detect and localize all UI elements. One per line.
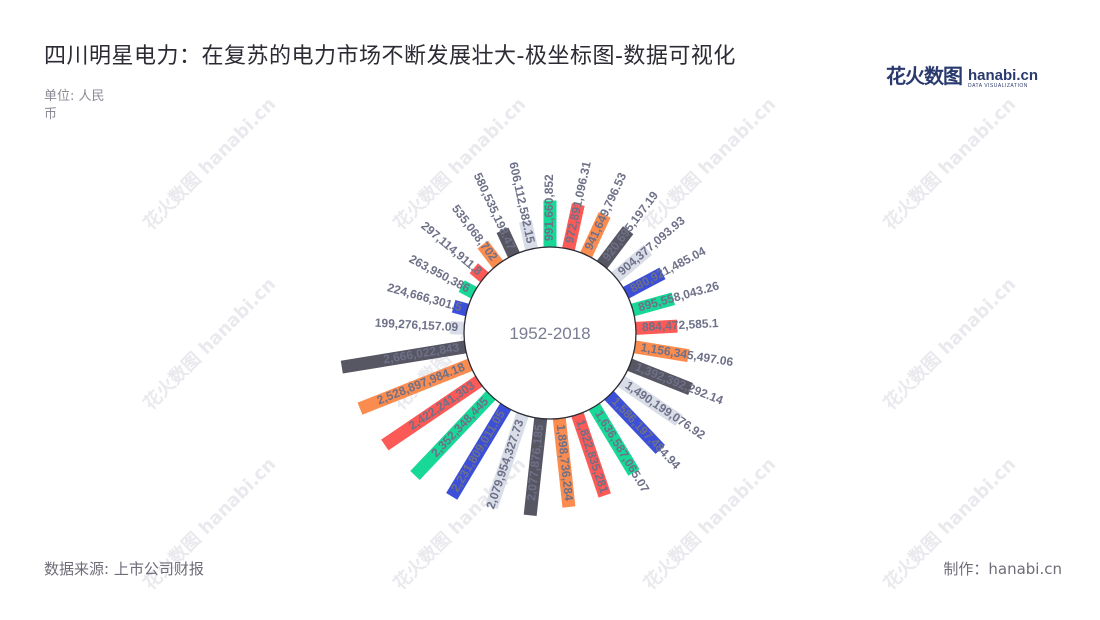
logo-en-block: hanabi.cn DATA VISUALIZATION	[968, 68, 1038, 89]
bar	[496, 227, 520, 258]
bar	[446, 403, 512, 500]
bar	[381, 375, 483, 451]
value-label: 1,898,736,284	[554, 424, 576, 502]
logo-en-text: hanabi.cn	[967, 67, 1038, 84]
bar	[451, 299, 469, 317]
bar	[458, 280, 478, 299]
bar	[543, 200, 557, 247]
bar	[604, 390, 666, 454]
bar	[519, 219, 538, 251]
value-label: 2,666,022,843	[382, 340, 460, 366]
unit-label: 单位: 人民币	[44, 89, 105, 122]
bar	[580, 212, 611, 258]
value-label: 199,276,157.09	[374, 316, 458, 335]
bar	[627, 358, 693, 396]
bar	[635, 319, 678, 335]
bar	[449, 321, 465, 335]
bar	[552, 417, 576, 508]
bar	[596, 226, 634, 269]
value-label: 2,077,876,185	[524, 423, 546, 501]
bar	[633, 340, 690, 363]
value-label: 1,156,345,497.06	[640, 340, 735, 369]
bar	[523, 417, 548, 517]
bar	[410, 390, 496, 480]
center-circle	[463, 246, 637, 420]
bar	[631, 292, 676, 317]
value-label: 884,472,585.1	[641, 316, 719, 334]
bar	[485, 412, 529, 509]
bar	[477, 240, 504, 269]
bar	[571, 412, 611, 498]
bar	[340, 340, 467, 374]
brand-logo: 花火数图 hanabi.cn DATA VISUALIZATION	[886, 60, 1038, 89]
value-label: 991,660,852	[542, 174, 556, 241]
bar	[617, 375, 683, 426]
logo-cn-text: 花火数图	[885, 64, 963, 88]
credit-text: 制作：hanabi.cn	[943, 560, 1062, 578]
bar	[357, 358, 473, 415]
bar	[588, 403, 640, 476]
data-source: 数据来源: 上市公司财报	[44, 560, 204, 578]
bar	[622, 267, 666, 299]
bar	[562, 203, 585, 251]
bar-group	[340, 200, 693, 517]
logo-en-subtext: DATA VISUALIZATION	[967, 83, 1028, 89]
chart-title: 四川明星电力：在复苏的电力市场不断发展壮大-极坐标图-数据可视化	[44, 44, 736, 69]
bar	[611, 244, 653, 283]
center-label: 1952-2018	[509, 324, 590, 343]
